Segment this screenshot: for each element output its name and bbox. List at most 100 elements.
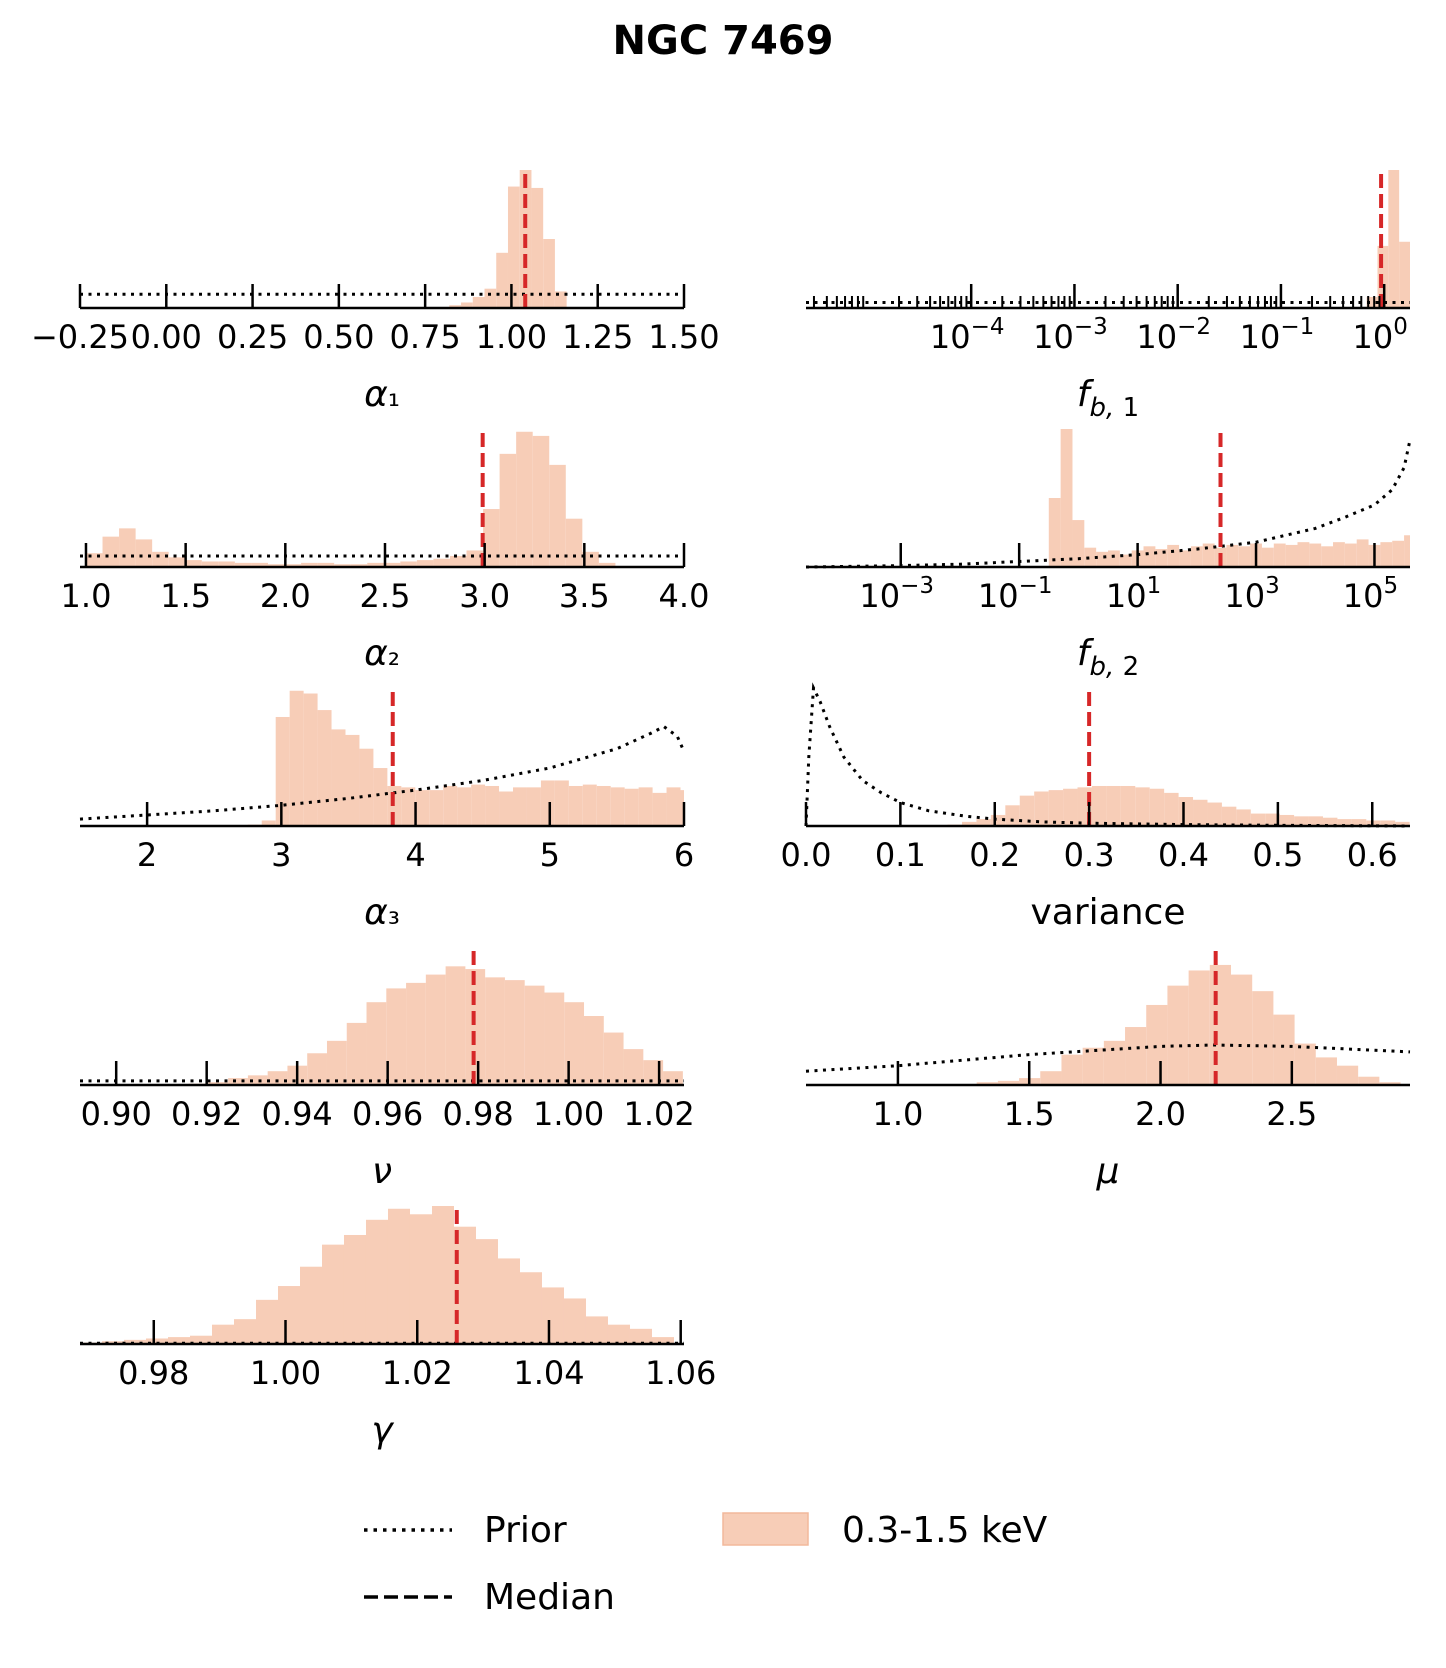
hist-bar: [228, 1078, 248, 1085]
hist-bar: [629, 1328, 652, 1344]
subplot-mu: 1.0 1.5 2.0 2.5 μ: [805, 947, 1411, 1192]
tick-label: 6: [674, 836, 694, 874]
tick-label: 1.00: [533, 1095, 604, 1133]
hist-bar: [531, 187, 544, 308]
tick-label: 1.02: [382, 1354, 453, 1392]
hist-bar: [565, 518, 583, 567]
hist-bar: [1321, 546, 1334, 567]
hist-bar: [367, 562, 384, 567]
hist-bar: [1082, 1047, 1104, 1085]
hist-bar: [584, 1016, 604, 1085]
hist-bar: [663, 1071, 683, 1085]
hist-bar: [976, 819, 991, 826]
hist-bar: [472, 296, 485, 308]
hist-bar: [433, 558, 450, 567]
tick-label: 3: [271, 836, 291, 874]
hist-bar: [1167, 544, 1180, 567]
hist-bar: [568, 785, 583, 826]
hist-bar: [1190, 546, 1203, 567]
hist-bar: [585, 1316, 608, 1344]
tick-label: 1.0: [872, 1095, 923, 1133]
hist-bar: [1063, 788, 1078, 826]
hist-bar: [1315, 1057, 1337, 1085]
tick-label: 2.5: [360, 577, 411, 615]
hist-bar: [1084, 547, 1097, 567]
hist-bar: [1005, 805, 1020, 826]
tick-label: 2.0: [260, 577, 311, 615]
hist-bar: [1392, 540, 1405, 567]
hist-bar: [101, 1341, 124, 1344]
hist-bar: [1399, 241, 1410, 308]
hist-bar: [1250, 813, 1266, 826]
hist-bar: [1106, 785, 1121, 826]
hist-bar: [610, 787, 625, 826]
hist-bar: [1273, 1014, 1295, 1085]
hist-bar: [1119, 554, 1132, 567]
hist-bar: [234, 562, 252, 567]
hist-bar: [1167, 985, 1189, 1085]
hist-bar: [1164, 792, 1179, 826]
hist-bar: [1040, 1071, 1062, 1085]
hist-bar: [331, 729, 346, 826]
hist-bar: [247, 1075, 268, 1085]
hist-bar: [1337, 819, 1352, 826]
hist-bar: [345, 734, 360, 826]
hist-bar: [603, 1032, 624, 1085]
hist-bar: [383, 562, 401, 567]
axis-label-alpha2: α₂: [364, 633, 400, 674]
hist-bar: [1388, 170, 1400, 308]
hist-bar: [350, 564, 368, 567]
tick-label: 0.50: [303, 318, 374, 356]
hist-bar: [623, 1049, 644, 1085]
hist-bar: [680, 790, 684, 826]
tick-label: 0.25: [217, 318, 288, 356]
hist-bar: [317, 562, 335, 567]
subplot-fb2: 10−3 10−1 101 103 105 fb, 2: [805, 429, 1412, 682]
tick-label: 10−1: [978, 573, 1053, 615]
hist-bar: [1120, 785, 1136, 826]
hist-bar: [123, 1339, 146, 1344]
hist-bar: [373, 768, 388, 826]
hist-bar: [1108, 550, 1120, 567]
hist-bar: [1155, 549, 1168, 567]
hist-bar: [962, 821, 977, 826]
histogram-gamma: [80, 1206, 674, 1344]
axis-label-fb2: fb, 2: [1077, 633, 1139, 682]
hist-bar: [443, 785, 458, 826]
subplot-alpha2: 1.0 1.5 2.0 2.5 3.0 3.5 4.0 α₂: [61, 429, 710, 674]
prior-curve: [805, 439, 1412, 569]
tick-label: 0.0: [781, 836, 832, 874]
hist-bar: [135, 539, 153, 567]
hist-bar: [1019, 795, 1035, 826]
histogram-alpha3: [247, 690, 684, 826]
tick-label: 0.5: [1252, 836, 1303, 874]
hist-bar: [1188, 970, 1210, 1085]
tick-label: 4.0: [659, 577, 710, 615]
hist-bar: [185, 560, 202, 567]
hist-bar: [1221, 806, 1237, 826]
hist-bar: [497, 1258, 520, 1344]
hist-bar: [211, 1324, 234, 1344]
hist-bar: [275, 716, 290, 826]
hist-bar: [1178, 797, 1194, 826]
axis-label-fb1: fb, 1: [1077, 374, 1139, 423]
tick-label: −0.25: [31, 318, 129, 356]
hist-bar: [307, 1053, 327, 1085]
tick-label: 1.00: [250, 1354, 321, 1392]
hist-bar: [251, 562, 268, 567]
hist-bar: [543, 239, 555, 308]
hist-bar: [334, 564, 351, 567]
figure-title: NGC 7469: [613, 18, 834, 64]
hist-bar: [1202, 543, 1215, 567]
hist-bar: [1366, 296, 1378, 308]
hist-bar: [1146, 1004, 1168, 1085]
tick-label: 0.75: [390, 318, 461, 356]
hist-bar: [1322, 817, 1338, 826]
hist-bar: [267, 564, 285, 567]
tick-label: 101: [1106, 573, 1161, 615]
hist-bar: [409, 1214, 432, 1344]
tick-label: 0.3: [1064, 836, 1115, 874]
hist-bar: [406, 982, 426, 1085]
hist-bar: [624, 788, 639, 826]
hist-bar: [189, 1335, 212, 1344]
